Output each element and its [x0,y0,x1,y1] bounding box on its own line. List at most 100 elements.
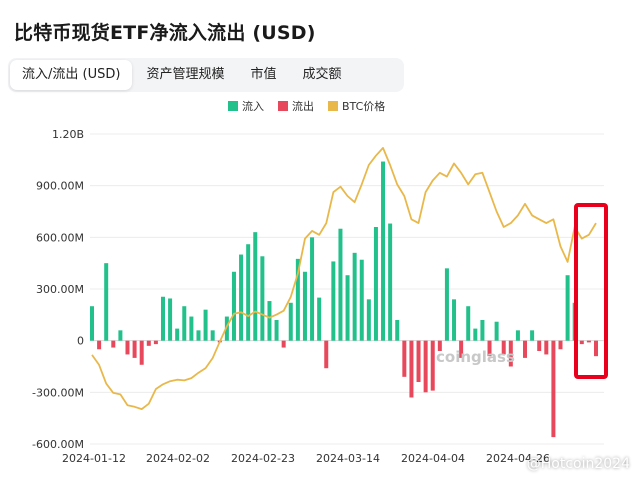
inflow-bar[interactable] [203,309,208,341]
outflow-bar[interactable] [97,340,102,350]
outflow-bar[interactable] [508,340,513,367]
inflow-bar[interactable] [196,330,201,341]
inflow-bar[interactable] [274,320,279,341]
btc-price-line [91,146,597,411]
inflow-bar[interactable] [104,263,109,341]
outflow-bar[interactable] [423,340,428,393]
page-title: 比特币现货ETF净流入流出 (USD) [14,22,316,44]
legend-inflow-label: 流入 [242,100,264,113]
inflow-bar[interactable] [231,271,236,341]
inflow-bar[interactable] [295,258,300,341]
inflow-bar[interactable] [302,271,307,341]
inflow-bar[interactable] [182,306,187,341]
tab-flow-usd[interactable]: 流入/流出 (USD) [10,60,133,90]
outflow-bar[interactable] [594,340,598,357]
outflow-bar[interactable] [111,340,116,348]
outflow-bar[interactable] [579,340,584,345]
inflow-bar[interactable] [260,256,265,341]
inflow-bar[interactable] [373,227,378,341]
outflow-bar[interactable] [324,340,329,369]
inflow-bar[interactable] [565,275,570,341]
legend-btc-swatch [328,101,338,111]
inflow-bar[interactable] [288,302,293,341]
inflow-bar[interactable] [530,330,535,341]
legend-inflow-swatch [228,101,238,111]
outflow-bar[interactable] [409,340,414,398]
inflow-bar[interactable] [515,330,520,341]
legend-outflow-label: 流出 [292,100,314,113]
inflow-bar[interactable] [388,223,393,341]
legend-btc-price[interactable]: BTC价格 [328,98,385,114]
tab-bar: 流入/流出 (USD) 资产管理规模 市值 成交额 [8,58,404,92]
inflow-bar[interactable] [338,228,343,341]
inflow-bar[interactable] [444,268,449,341]
inflow-bar[interactable] [494,321,499,341]
outflow-bar[interactable] [437,340,442,351]
legend-inflow[interactable]: 流入 [228,98,264,114]
y-tick-label: -600.00M [32,438,84,451]
x-tick-label: 2024-04-04 [401,452,465,465]
y-tick-label: -300.00M [32,386,84,399]
inflow-bar[interactable] [90,306,94,341]
inflow-bar[interactable] [118,330,123,341]
inflow-bar[interactable] [366,299,371,341]
x-tick-label: 2024-01-12 [62,452,126,465]
tab-market-cap[interactable]: 市值 [250,67,277,82]
outflow-bar[interactable] [537,340,542,351]
outflow-bar[interactable] [146,340,151,346]
inflow-bar[interactable] [246,244,251,341]
inflow-bar[interactable] [359,259,364,341]
inflow-bar[interactable] [189,316,194,341]
inflow-bar[interactable] [395,320,400,341]
inflow-bar[interactable] [267,301,272,341]
inflow-bar[interactable] [480,320,485,341]
coinglass-watermark: coinglass [436,348,515,366]
inflow-bar[interactable] [160,296,165,341]
inflow-bar[interactable] [175,328,180,341]
inflow-bar[interactable] [168,298,173,341]
outflow-bar[interactable] [125,340,130,355]
inflow-bar[interactable] [253,232,258,341]
outflow-bar[interactable] [544,340,549,355]
legend-btc-label: BTC价格 [342,100,386,113]
outflow-bar[interactable] [132,340,137,358]
outflow-bar[interactable] [402,340,407,377]
inflow-bar[interactable] [224,316,229,341]
x-tick-label: 2024-02-23 [231,452,295,465]
outflow-bar[interactable] [281,340,286,348]
outflow-bar[interactable] [430,340,435,391]
outflow-bar[interactable] [586,340,591,343]
inflow-bar[interactable] [239,254,244,341]
x-tick-label: 2024-04-26 [486,452,550,465]
tab-volume[interactable]: 成交额 [302,67,342,82]
outflow-bar[interactable] [487,340,492,357]
outflow-bar[interactable] [558,340,563,350]
outflow-bar[interactable] [416,340,421,382]
x-tick-label: 2024-03-14 [316,452,380,465]
highlight-box [574,203,608,379]
legend-outflow[interactable]: 流出 [278,98,314,114]
legend-outflow-swatch [278,101,288,111]
tab-aum[interactable]: 资产管理规模 [146,67,225,82]
outflow-bar[interactable] [501,340,506,355]
y-tick-label: 0 [77,335,84,348]
chart-legend: 流入 流出 BTC价格 [228,98,385,114]
outflow-bar[interactable] [523,340,528,358]
inflow-bar[interactable] [317,297,322,341]
outflow-bar[interactable] [153,340,158,345]
inflow-bar[interactable] [310,237,315,341]
inflow-bar[interactable] [210,330,215,341]
outflow-bar[interactable] [459,340,464,358]
y-tick-label: 600.00M [36,231,84,244]
outflow-bar[interactable] [551,340,556,438]
inflow-bar[interactable] [452,299,457,341]
corner-watermark: @Hotcoin2024 [526,456,630,472]
inflow-bar[interactable] [466,306,471,341]
inflow-bar[interactable] [331,261,336,341]
inflow-bar[interactable] [352,252,357,341]
inflow-bar[interactable] [345,275,350,341]
inflow-bar[interactable] [473,328,478,341]
outflow-bar[interactable] [139,340,144,365]
inflow-bar[interactable] [381,161,386,341]
